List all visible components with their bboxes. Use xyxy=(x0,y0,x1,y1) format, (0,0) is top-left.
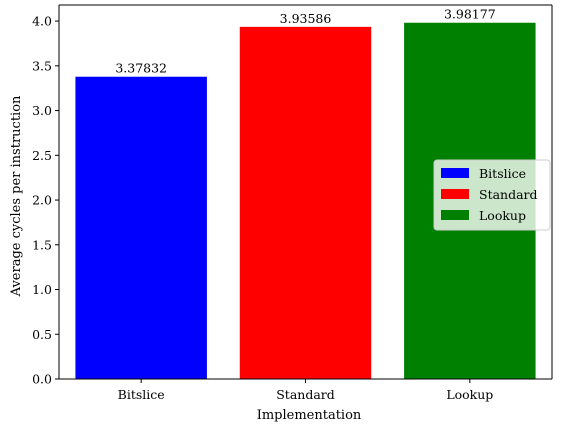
legend-label-bitslice: Bitslice xyxy=(479,166,526,181)
x-tick-label: Lookup xyxy=(446,387,493,402)
y-tick-label: 2.5 xyxy=(32,148,52,163)
bar-standard xyxy=(239,26,372,379)
legend-swatch-bitslice xyxy=(441,168,469,178)
y-tick-label: 3.0 xyxy=(32,103,52,118)
y-axis-label: Average cycles per instruction xyxy=(9,95,24,297)
y-tick-label: 0.0 xyxy=(32,372,52,387)
value-labels-layer: 3.37832 3.93586 3.98177 xyxy=(115,7,495,76)
ticks-layer: 0.0 0.5 1.0 1.5 2.0 2.5 3.0 3.5 4.0 Bitslice Stand… xyxy=(32,14,493,402)
y-tick-label: 0.5 xyxy=(32,327,52,342)
y-tick-label: 1.5 xyxy=(32,237,52,252)
value-label-bitslice: 3.37832 xyxy=(115,61,167,76)
legend: Bitslice Standard Lookup xyxy=(433,159,551,231)
legend-swatch-lookup xyxy=(441,210,469,220)
y-tick-label: 4.0 xyxy=(32,14,52,29)
y-tick-label: 2.0 xyxy=(32,193,52,208)
y-tick-label: 3.5 xyxy=(32,58,52,73)
legend-label-lookup: Lookup xyxy=(479,208,526,223)
bar-bitslice xyxy=(75,76,207,380)
value-label-lookup: 3.98177 xyxy=(444,7,496,22)
legend-swatch-standard xyxy=(441,189,469,199)
y-tick-label: 1.0 xyxy=(32,282,52,297)
x-tick-label: Standard xyxy=(276,387,335,402)
x-tick-label: Bitslice xyxy=(118,387,165,402)
value-label-standard: 3.93586 xyxy=(280,11,332,26)
x-axis-label: Implementation xyxy=(257,408,362,423)
legend-label-standard: Standard xyxy=(479,187,538,202)
